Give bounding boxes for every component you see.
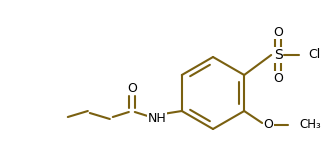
Text: NH: NH [147, 113, 166, 125]
Text: O: O [127, 82, 137, 94]
Text: Cl: Cl [308, 48, 320, 61]
Text: CH₃: CH₃ [299, 119, 321, 131]
Text: S: S [274, 48, 283, 62]
Text: O: O [273, 26, 283, 39]
Text: O: O [273, 72, 283, 84]
Text: O: O [263, 119, 273, 131]
